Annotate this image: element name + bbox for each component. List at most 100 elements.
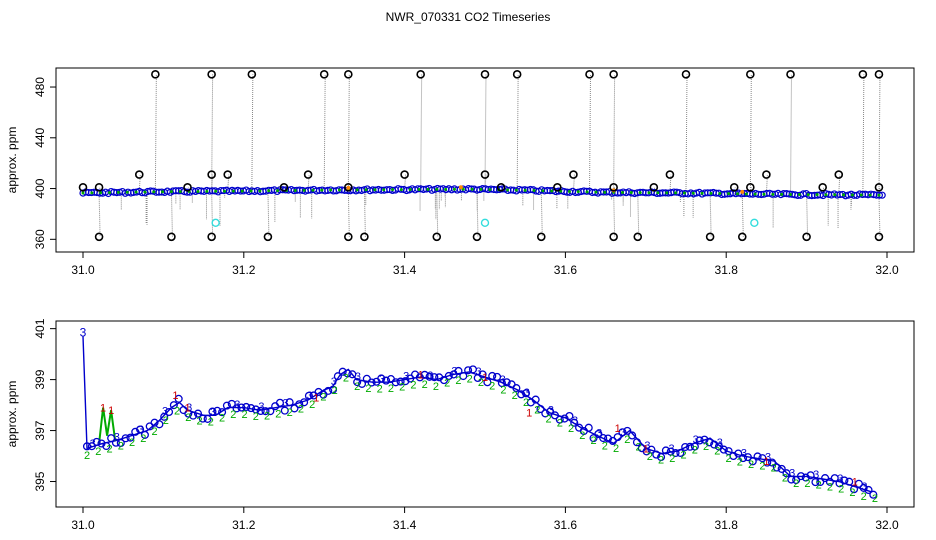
outlier-point: [167, 232, 176, 242]
raw-spike-line: [484, 74, 487, 190]
series-3-marker: [357, 379, 367, 388]
series-3-marker: [772, 463, 781, 472]
outlier-point: [834, 170, 844, 179]
series-3-label: 3: [837, 473, 843, 485]
series-2-label: 2: [163, 415, 169, 427]
series-2-label: 2: [748, 459, 754, 471]
series-3-marker: [671, 448, 680, 458]
data-point-fill: [700, 191, 704, 195]
data-point-fill: [656, 191, 660, 195]
series-3-marker: [681, 442, 690, 452]
series-2-label: 2: [242, 409, 248, 421]
data-point-fill: [629, 191, 633, 195]
data-point-fill: [373, 188, 377, 192]
top-x-tick-label: 31.4: [393, 263, 417, 277]
outlier-point: [151, 70, 160, 79]
top-y-tick-label: 400: [33, 178, 47, 198]
data-point-fill: [178, 190, 182, 194]
series-2-label: 2: [590, 435, 596, 447]
series-3-label: 3: [813, 469, 819, 481]
series-2-label: 2: [354, 381, 360, 393]
data-point-fill: [479, 187, 483, 191]
series-2-label: 2: [140, 433, 146, 445]
series-3-marker: [705, 438, 714, 447]
series-3-marker: [92, 437, 101, 446]
data-point-fill: [541, 189, 545, 193]
raw-spike-line: [476, 189, 479, 237]
top-plot-frame: [55, 67, 915, 253]
data-point-fill: [850, 193, 854, 197]
series-3-label: 3: [258, 401, 264, 413]
cyan-point: [750, 218, 759, 228]
series-3-marker: [710, 440, 719, 449]
outlier-point: [633, 232, 643, 242]
series-2-label: 2: [568, 423, 574, 435]
series-3-marker: [420, 370, 429, 379]
bottom-x-tick-label: 31.6: [554, 518, 578, 532]
series-3-marker: [618, 428, 627, 437]
series-3-marker: [285, 398, 294, 407]
bottom-plot-frame: [55, 320, 915, 508]
series-3-marker: [275, 398, 285, 407]
data-point-fill: [780, 192, 784, 196]
data-point-fill: [81, 191, 85, 195]
series-3-label: 3: [114, 431, 120, 443]
series-3-marker: [164, 407, 174, 417]
outlier-point: [858, 70, 868, 79]
series-3-marker: [382, 376, 391, 385]
data-point-fill: [444, 187, 448, 191]
series-2-label: 2: [219, 413, 225, 425]
series-2-label: 2: [816, 480, 822, 492]
series-1-label: 1: [184, 403, 190, 415]
series-2-label: 2: [365, 383, 371, 395]
raw-spike-line: [170, 191, 173, 237]
series-2-label: 2: [681, 450, 687, 462]
data-point-fill: [514, 188, 518, 192]
series-3-marker: [869, 490, 878, 499]
series-3-label: 3: [861, 481, 867, 493]
outlier-point: [400, 170, 409, 179]
series-3-marker: [570, 418, 579, 427]
series-3-marker: [131, 427, 140, 436]
series-3-marker: [685, 442, 695, 451]
data-point-fill: [665, 191, 669, 195]
series-3-marker: [174, 394, 183, 403]
series-3-marker: [242, 402, 251, 412]
data-point-fill: [320, 188, 324, 192]
bottom-x-tick-label: 32.0: [875, 518, 899, 532]
series-1-label: 1: [526, 408, 532, 420]
outlier-point: [432, 232, 442, 242]
top-x-tick-label: 32.0: [875, 263, 899, 277]
data-point-fill: [391, 188, 395, 192]
outlier-point: [786, 70, 795, 79]
series-3-label: 3: [476, 366, 482, 378]
series-3-marker: [608, 436, 617, 446]
series-3-marker: [203, 414, 212, 423]
series-3-marker: [729, 451, 738, 461]
outlier-point: [94, 182, 104, 192]
series-2-label: 2: [230, 409, 236, 421]
series-2-label: 2: [253, 411, 259, 423]
series-3-marker: [676, 448, 685, 457]
series-3-marker: [565, 411, 574, 421]
series-3-marker: [425, 372, 434, 381]
bottom-y-tick-label: 401: [33, 318, 47, 338]
raw-spike-line: [347, 74, 350, 190]
series-2-label: 2: [838, 484, 844, 496]
series-3-marker: [743, 453, 752, 462]
cyan-point: [211, 218, 220, 228]
raw-spike-line: [749, 74, 752, 195]
outlier-point: [344, 182, 353, 192]
series-3-label: 3: [403, 371, 409, 383]
data-point-fill: [567, 189, 571, 193]
series-3-marker: [324, 386, 333, 395]
series-3-marker: [787, 475, 796, 484]
series-1-label: 1: [100, 403, 106, 415]
series-1-label: 1: [418, 370, 424, 382]
series-2-label: 2: [118, 440, 124, 452]
series-2-label: 2: [782, 472, 788, 484]
series-3-marker: [801, 473, 810, 482]
top-y-tick-label: 360: [33, 229, 47, 249]
